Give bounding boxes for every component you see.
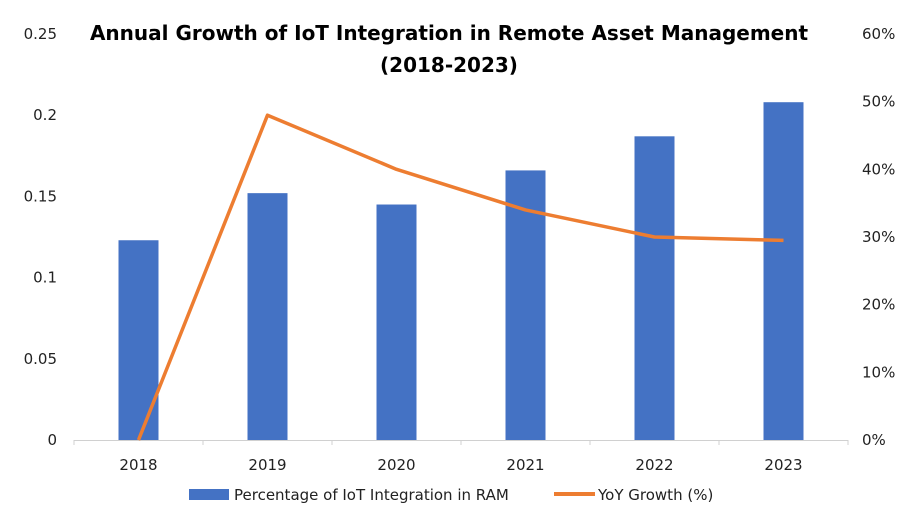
x-axis: 2018 2019 2020 2021 2022 2023 [73,440,849,474]
yoy-growth-line [136,113,784,441]
left-tick-label: 0.25 [24,25,57,43]
right-tick-label: 50% [862,93,895,111]
bar-2018 [118,240,159,440]
bar-2020 [376,204,417,440]
right-axis: 0% 10% 20% 30% 40% 50% 60% [862,25,895,449]
legend-label-bar: Percentage of IoT Integration in RAM [234,486,509,504]
right-tick-label: 30% [862,228,895,246]
x-tick-label: 2020 [377,456,415,474]
left-tick-label: 0.05 [24,350,57,368]
legend: Percentage of IoT Integration in RAM YoY… [189,486,713,504]
chart-title-line-1: Annual Growth of IoT Integration in Remo… [90,21,809,45]
legend-label-line: YoY Growth (%) [597,486,713,504]
bar-series [118,102,804,440]
bar-2019 [247,193,288,440]
left-axis: 0 0.05 0.1 0.15 0.2 0.25 [24,25,57,449]
right-tick-label: 10% [862,363,895,381]
chart-title-line-2: (2018-2023) [380,53,518,77]
right-tick-label: 40% [862,160,895,178]
x-tick-label: 2023 [764,456,802,474]
x-tick-label: 2021 [506,456,544,474]
bar-2021 [505,170,546,440]
right-tick-label: 0% [862,431,886,449]
left-tick-label: 0.1 [33,269,57,287]
left-tick-label: 0.2 [33,106,57,124]
left-tick-label: 0 [47,431,57,449]
left-tick-label: 0.15 [24,187,57,205]
line-series [136,113,784,441]
bar-2022 [634,136,675,440]
x-tick-label: 2022 [635,456,673,474]
legend-swatch-bar [189,489,229,500]
right-tick-label: 20% [862,296,895,314]
x-tick-label: 2018 [119,456,157,474]
right-tick-label: 60% [862,25,895,43]
x-tick-label: 2019 [248,456,286,474]
bar-2023 [763,102,804,440]
